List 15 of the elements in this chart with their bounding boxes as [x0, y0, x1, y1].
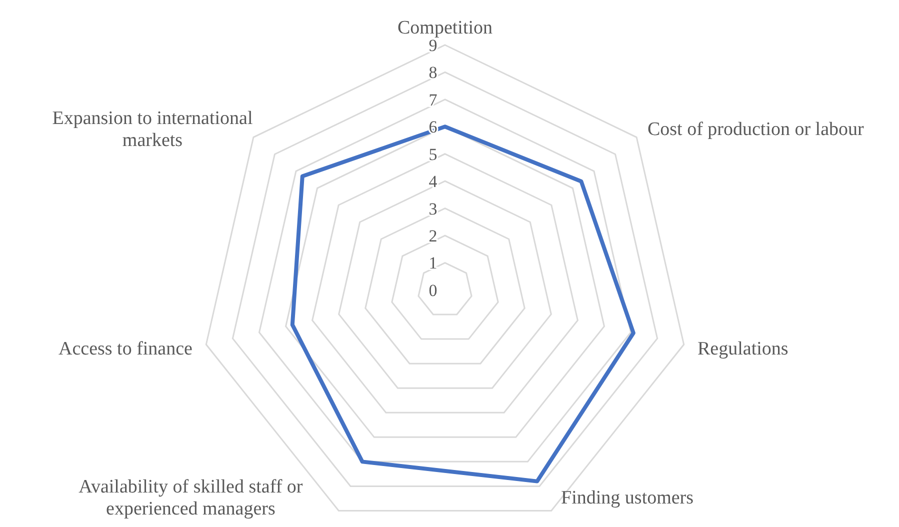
y-tick-label: 2 — [428, 226, 438, 246]
y-tick-label: 0 — [428, 280, 438, 300]
spoke-label: Availability of skilled staff or experienced managers — [78, 476, 304, 520]
y-tick-label: 1 — [428, 254, 438, 273]
y-tick-label: 8 — [428, 63, 438, 82]
y-tick-label: 4 — [428, 172, 438, 192]
y-tick-label: 7 — [428, 90, 438, 110]
spoke-label: Access to finance — [58, 338, 192, 360]
y-tick-label: 3 — [428, 199, 438, 218]
spoke-label: Competition — [398, 18, 493, 39]
y-tick-label: 5 — [428, 144, 438, 164]
spoke-label: Expansion to international markets — [52, 108, 253, 152]
spoke-label: Finding ustomers — [561, 487, 694, 508]
spoke-label: Regulations — [698, 338, 788, 360]
spoke-label: Cost of production or labour — [647, 119, 865, 140]
